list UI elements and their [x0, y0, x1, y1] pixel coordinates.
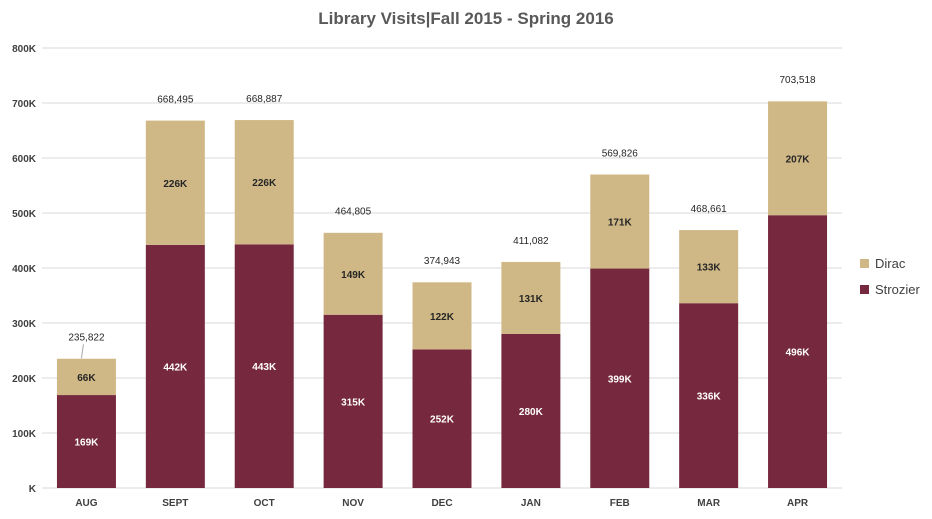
- data-label-dirac: 131K: [519, 294, 544, 305]
- data-label-strozier: 496K: [786, 348, 811, 359]
- data-label-dirac: 207K: [786, 154, 811, 165]
- data-label-dirac: 149K: [341, 270, 366, 281]
- legend-item-strozier: Strozier: [860, 282, 920, 297]
- bar-dirac: [56, 358, 116, 396]
- data-label-dirac: 133K: [697, 263, 722, 274]
- y-tick-label: 800K: [12, 44, 37, 55]
- bar-dirac: [412, 282, 472, 350]
- total-label: 235,822: [68, 332, 105, 343]
- y-tick-label: 300K: [12, 319, 37, 330]
- bar-strozier: [56, 395, 116, 488]
- x-tick-label: DEC: [431, 498, 452, 509]
- x-tick-label: AUG: [75, 498, 97, 509]
- total-label-leader: [80, 344, 84, 359]
- data-label-strozier: 280K: [519, 407, 544, 418]
- x-tick-label: NOV: [342, 498, 364, 509]
- bar-dirac: [590, 174, 650, 269]
- data-label-strozier: 443K: [252, 362, 277, 373]
- bar-strozier: [234, 244, 294, 488]
- total-label: 464,805: [335, 206, 372, 217]
- bar-strozier: [412, 349, 472, 488]
- total-label: 468,661: [691, 204, 728, 215]
- y-tick-label: K: [29, 484, 37, 495]
- data-label-strozier: 252K: [430, 415, 455, 426]
- x-tick-label: OCT: [254, 498, 275, 509]
- total-label: 374,943: [424, 256, 461, 267]
- data-label-dirac: 66K: [77, 373, 96, 384]
- data-label-strozier: 169K: [74, 438, 99, 449]
- chart-title: Library Visits|Fall 2015 - Spring 2016: [318, 9, 614, 28]
- bar-dirac: [234, 120, 294, 245]
- data-label-dirac: 226K: [163, 179, 188, 190]
- data-label-strozier: 399K: [608, 374, 633, 385]
- data-label-strozier: 336K: [697, 392, 722, 403]
- y-tick-label: 700K: [12, 99, 37, 110]
- y-tick-label: 600K: [12, 154, 37, 165]
- data-label-dirac: 122K: [430, 312, 455, 323]
- bar-strozier: [768, 215, 828, 488]
- data-label-strozier: 442K: [163, 362, 188, 373]
- bar-strozier: [501, 334, 561, 488]
- total-label: 569,826: [602, 149, 639, 160]
- legend-swatch-dirac: [860, 259, 869, 268]
- bar-strozier: [679, 303, 739, 488]
- bar-dirac: [679, 230, 739, 304]
- data-label-dirac: 171K: [608, 218, 633, 229]
- legend-label-strozier: Strozier: [875, 282, 920, 297]
- bar-dirac: [145, 120, 205, 245]
- bar-dirac: [768, 101, 828, 216]
- x-tick-label: FEB: [610, 498, 630, 509]
- bar-strozier: [323, 314, 383, 488]
- x-tick-label: SEPT: [162, 498, 188, 509]
- total-label: 668,887: [246, 94, 283, 105]
- total-label: 668,495: [157, 94, 194, 105]
- bar-strozier: [590, 268, 650, 488]
- bar-strozier: [145, 244, 205, 488]
- legend-item-dirac: Dirac: [860, 256, 905, 271]
- total-label: 703,518: [779, 75, 816, 86]
- bar-dirac: [323, 232, 383, 315]
- x-tick-label: JAN: [521, 498, 541, 509]
- bar-dirac: [501, 261, 561, 334]
- y-tick-label: 200K: [12, 374, 37, 385]
- legend-swatch-strozier: [860, 285, 869, 294]
- legend-label-dirac: Dirac: [875, 256, 906, 271]
- data-label-strozier: 315K: [341, 397, 366, 408]
- data-label-dirac: 226K: [252, 178, 277, 189]
- y-tick-label: 500K: [12, 209, 37, 220]
- x-tick-label: MAR: [697, 498, 721, 509]
- total-label: 411,082: [513, 236, 549, 247]
- y-tick-label: 100K: [12, 429, 37, 440]
- x-tick-label: APR: [787, 498, 809, 509]
- y-tick-label: 400K: [12, 264, 37, 275]
